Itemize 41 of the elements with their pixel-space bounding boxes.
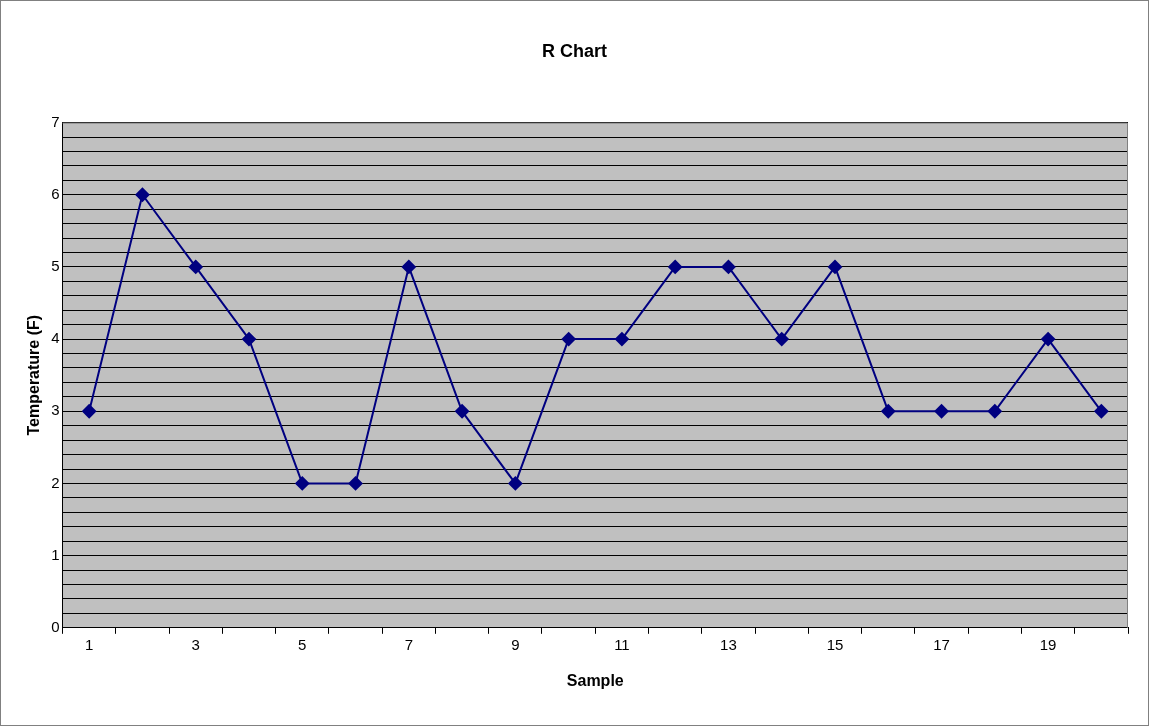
point xyxy=(774,332,789,347)
point xyxy=(401,259,416,274)
point xyxy=(721,259,736,274)
point xyxy=(668,259,683,274)
x-tick-label: 9 xyxy=(511,635,520,653)
x-tick-label: 19 xyxy=(1039,635,1057,653)
x-tick-label: 13 xyxy=(720,635,737,653)
x-tick-label: 17 xyxy=(933,635,950,653)
y-axis-title: Temperature (F) xyxy=(25,314,43,436)
x-tick-label: 3 xyxy=(191,635,200,653)
point xyxy=(561,332,576,347)
point xyxy=(881,404,896,419)
point xyxy=(1041,332,1056,347)
y-tick-label: 6 xyxy=(51,184,60,202)
y-tick-label: 4 xyxy=(51,329,60,347)
x-tick-label: 15 xyxy=(826,635,844,653)
y-tick-label: 2 xyxy=(51,473,60,491)
x-tick-label: 1 xyxy=(85,635,94,653)
point xyxy=(987,404,1002,419)
y-tick-label: 7 xyxy=(51,112,60,130)
y-tick-label: 1 xyxy=(51,545,60,563)
x-tick-label: 7 xyxy=(404,635,413,653)
point xyxy=(188,259,203,274)
point xyxy=(135,187,150,202)
x-axis-title: Sample xyxy=(566,671,624,689)
y-tick-label: 5 xyxy=(51,257,60,275)
point xyxy=(455,404,470,419)
y-tick-label: 3 xyxy=(51,401,60,419)
point xyxy=(934,404,949,419)
point xyxy=(614,332,629,347)
point xyxy=(828,259,842,274)
x-tick-label: 11 xyxy=(614,635,630,653)
point xyxy=(82,404,97,419)
x-tick-label: 5 xyxy=(298,635,307,653)
point xyxy=(242,332,256,347)
chart-title: R Chart xyxy=(541,40,608,61)
point xyxy=(295,476,310,491)
point xyxy=(1094,404,1109,419)
y-tick-label: 0 xyxy=(51,617,60,635)
point xyxy=(348,476,363,491)
point xyxy=(508,476,523,491)
